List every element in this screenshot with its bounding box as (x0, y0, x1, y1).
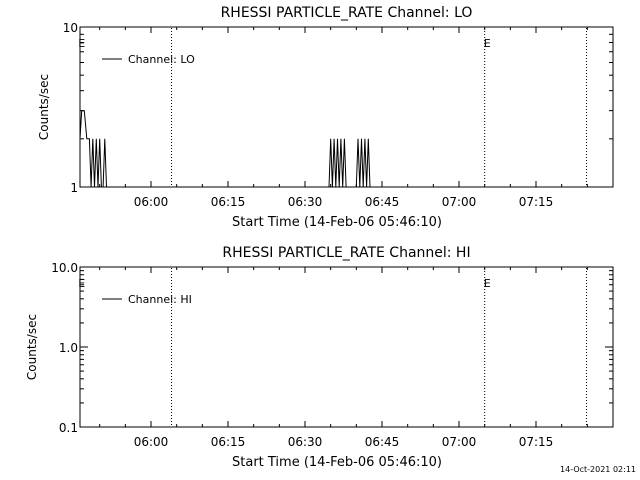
x-tick-label: 07:15 (519, 435, 554, 449)
x-tick-label: 06:00 (134, 195, 169, 209)
plot-frame (79, 266, 614, 428)
x-tick-label: 07:00 (442, 435, 477, 449)
series-line (79, 110, 372, 188)
y-tick-label: 1.0 (59, 341, 78, 355)
annotation-label: E (484, 277, 491, 290)
chart-title: RHESSI PARTICLE_RATE Channel: HI (222, 245, 470, 261)
x-tick-label: 07:15 (519, 195, 554, 209)
x-tick-label: 06:00 (134, 435, 169, 449)
y-axis-label: Counts/sec (37, 74, 51, 140)
footer-timestamp: 14-Oct-2021 02:11 (560, 465, 636, 474)
y-tick-label: 10.0 (51, 261, 78, 275)
x-tick-label: 06:45 (365, 435, 400, 449)
x-axis-label: Start Time (14-Feb-06 05:46:10) (232, 455, 442, 470)
x-tick-label: 07:00 (442, 195, 477, 209)
y-axis-label: Counts/sec (25, 314, 39, 380)
x-tick-label: 06:30 (288, 195, 323, 209)
y-tick-label: 0.1 (59, 421, 78, 435)
x-axis-label: Start Time (14-Feb-06 05:46:10) (232, 215, 442, 230)
annotation-label: E (484, 37, 491, 50)
legend-label: Channel: LO (128, 53, 195, 66)
y-tick-label: 10 (63, 21, 78, 35)
y-tick-label: 1 (70, 181, 78, 195)
x-tick-label: 06:15 (211, 195, 246, 209)
x-tick-label: 06:15 (211, 435, 246, 449)
x-tick-label: 06:45 (365, 195, 400, 209)
chart-title: RHESSI PARTICLE_RATE Channel: LO (221, 5, 473, 21)
annotation-label: E (78, 37, 85, 50)
x-tick-label: 06:30 (288, 435, 323, 449)
plot-frame (79, 26, 614, 188)
annotation-label: E (78, 277, 85, 290)
legend-label: Channel: HI (128, 293, 192, 306)
